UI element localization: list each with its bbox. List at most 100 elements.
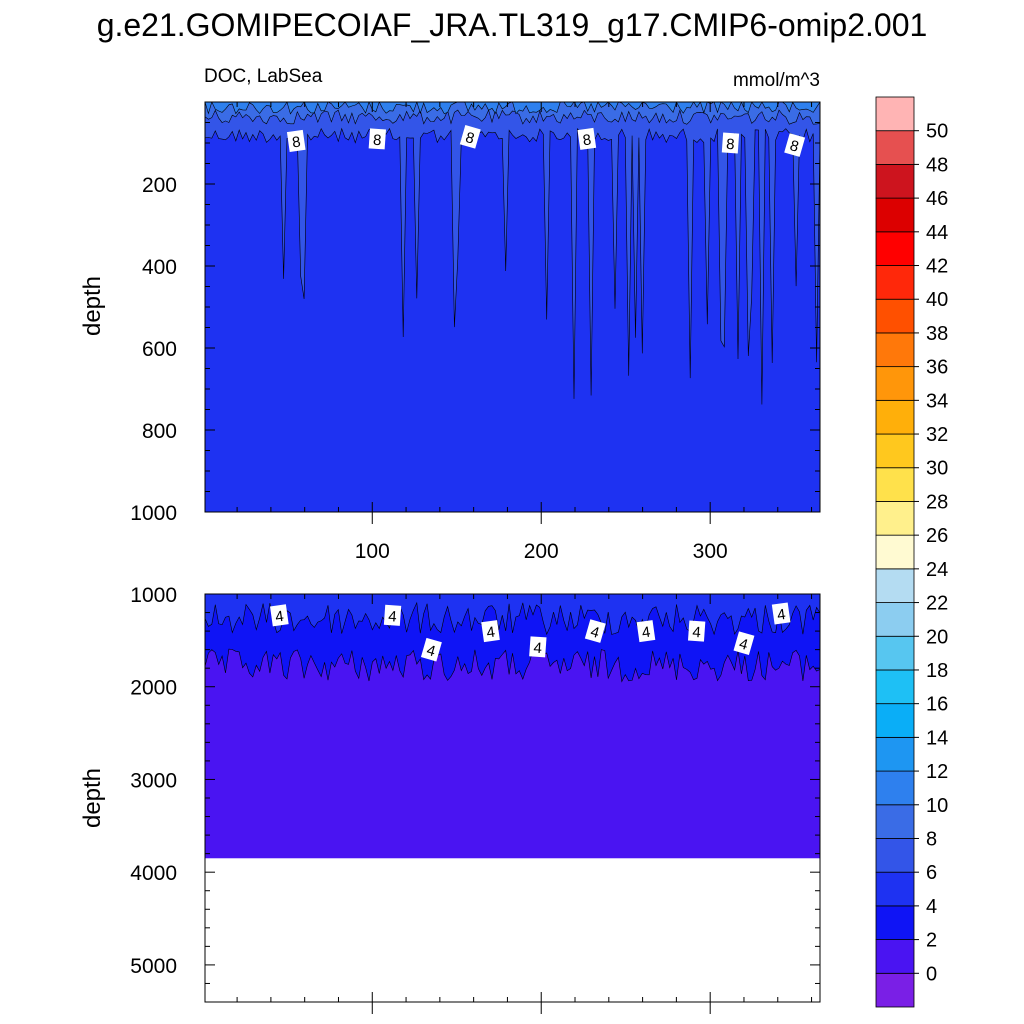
colorbar-swatch (875, 130, 915, 165)
colorbar-swatch (875, 265, 915, 300)
colorbar-label: 0 (926, 963, 937, 985)
colorbar-label: 42 (926, 256, 948, 278)
y-tick-label: 5000 (130, 955, 177, 978)
colorbar-label: 32 (926, 424, 948, 446)
colorbar-swatch (875, 635, 915, 671)
contour-label: 4 (383, 604, 402, 626)
x-tick-label: 100 (355, 540, 390, 563)
contour-field: 8 8 8 8 8 8 (205, 102, 820, 512)
colorbar-label: 38 (926, 323, 948, 345)
colorbar-swatch (875, 298, 915, 334)
svg-text:8: 8 (726, 136, 736, 154)
upper-panel-left-label: DOC, LabSea (204, 66, 323, 87)
colorbar-label: 4 (926, 896, 937, 918)
upper-panel: DOC, LabSea mmol/m^3 depth 8 8 8 8 8 8 200 400 6… (79, 66, 821, 563)
colorbar-swatch (875, 164, 915, 199)
colorbar-label: 22 (926, 593, 948, 615)
contour-label: 8 (721, 132, 740, 154)
contour-label: 8 (368, 128, 387, 150)
colorbar-label: 34 (926, 390, 948, 412)
contour-label: 8 (459, 125, 481, 149)
contour-label: 4 (529, 636, 547, 658)
contour-label: 4 (420, 637, 442, 662)
colorbar-label: 48 (926, 154, 948, 176)
svg-text:4: 4 (274, 608, 285, 626)
svg-text:8: 8 (372, 132, 382, 150)
colorbar-label: 20 (926, 626, 948, 648)
y-tick-label: 3000 (130, 769, 177, 792)
contour-label: 4 (733, 631, 755, 655)
colorbar-swatch (875, 838, 915, 873)
contour-label: 4 (481, 620, 500, 643)
contour-band-6-8 (205, 102, 820, 405)
colorbar-label: 6 (926, 862, 937, 884)
contour-label: 8 (286, 129, 306, 152)
svg-text:4: 4 (776, 606, 787, 624)
y-tick-label: 1000 (130, 584, 177, 607)
colorbar-label: 40 (926, 289, 948, 311)
y-tick-label: 800 (142, 420, 177, 443)
figure-title: g.e21.GOMIPECOIAF_JRA.TL319_g17.CMIP6-om… (97, 7, 928, 43)
lower-panel: depth 4 4 4 4 4 4 4 4 4 4 1000 2000 3000 4000 5000 (79, 584, 821, 1014)
contour-band-10-12 (205, 102, 820, 115)
colorbar-swatch (875, 399, 915, 435)
colorbar-swatch (875, 669, 915, 705)
y-tick-label: 600 (142, 338, 177, 361)
y-tick-label: 2000 (130, 677, 177, 700)
svg-text:4: 4 (692, 624, 702, 642)
colorbar-swatch (875, 972, 915, 1008)
x-tick-label: 300 (693, 540, 728, 563)
svg-text:8: 8 (582, 131, 593, 149)
contour-field: 4 4 4 4 4 4 4 4 4 4 (205, 594, 820, 859)
colorbar-swatch (875, 905, 915, 940)
colorbar: 0246810121416182022242628303234363840424… (875, 96, 948, 1008)
colorbar-label: 26 (926, 525, 948, 547)
svg-text:8: 8 (291, 133, 302, 151)
colorbar-label: 24 (926, 559, 948, 581)
colorbar-label: 8 (926, 828, 937, 850)
colorbar-label: 44 (926, 222, 948, 244)
y-tick-label: 400 (142, 256, 177, 279)
y-tick-label: 1000 (130, 502, 177, 525)
colorbar-swatch (875, 366, 915, 401)
colorbar-swatch (875, 736, 915, 772)
lower-y-axis-label: depth (79, 768, 106, 828)
contour-label: 8 (784, 133, 806, 157)
y-tick-label: 200 (142, 174, 177, 197)
contour-label: 4 (270, 604, 289, 627)
upper-y-axis-label: depth (79, 276, 106, 336)
contour-label: 4 (584, 619, 606, 643)
colorbar-label: 2 (926, 930, 937, 952)
colorbar-swatch (875, 332, 915, 368)
colorbar-label: 30 (926, 458, 948, 480)
colorbar-swatch (875, 871, 915, 907)
svg-text:4: 4 (485, 624, 496, 642)
x-tick-label: 200 (524, 540, 559, 563)
svg-text:4: 4 (533, 640, 543, 658)
contour-band-background (205, 102, 820, 512)
colorbar-swatch (875, 501, 915, 536)
colorbar-label: 36 (926, 357, 948, 379)
colorbar-swatch (875, 467, 915, 502)
colorbar-swatch (875, 433, 915, 469)
colorbar-label: 50 (926, 121, 948, 143)
colorbar-swatch (875, 703, 915, 738)
colorbar-swatch (875, 602, 915, 637)
y-tick-label: 4000 (130, 862, 177, 885)
upper-panel-right-label: mmol/m^3 (733, 70, 820, 91)
contour-label: 8 (577, 127, 597, 150)
svg-text:4: 4 (641, 624, 652, 642)
colorbar-swatch (875, 534, 915, 570)
colorbar-swatch (875, 804, 915, 839)
colorbar-label: 18 (926, 660, 948, 682)
colorbar-swatch (875, 96, 915, 132)
colorbar-swatch (875, 939, 915, 974)
colorbar-label: 46 (926, 188, 948, 210)
contour-label: 4 (687, 620, 706, 642)
colorbar-label: 10 (926, 795, 948, 817)
colorbar-label: 12 (926, 761, 948, 783)
colorbar-swatch (875, 770, 915, 806)
colorbar-label: 16 (926, 694, 948, 716)
svg-text:4: 4 (388, 608, 398, 626)
